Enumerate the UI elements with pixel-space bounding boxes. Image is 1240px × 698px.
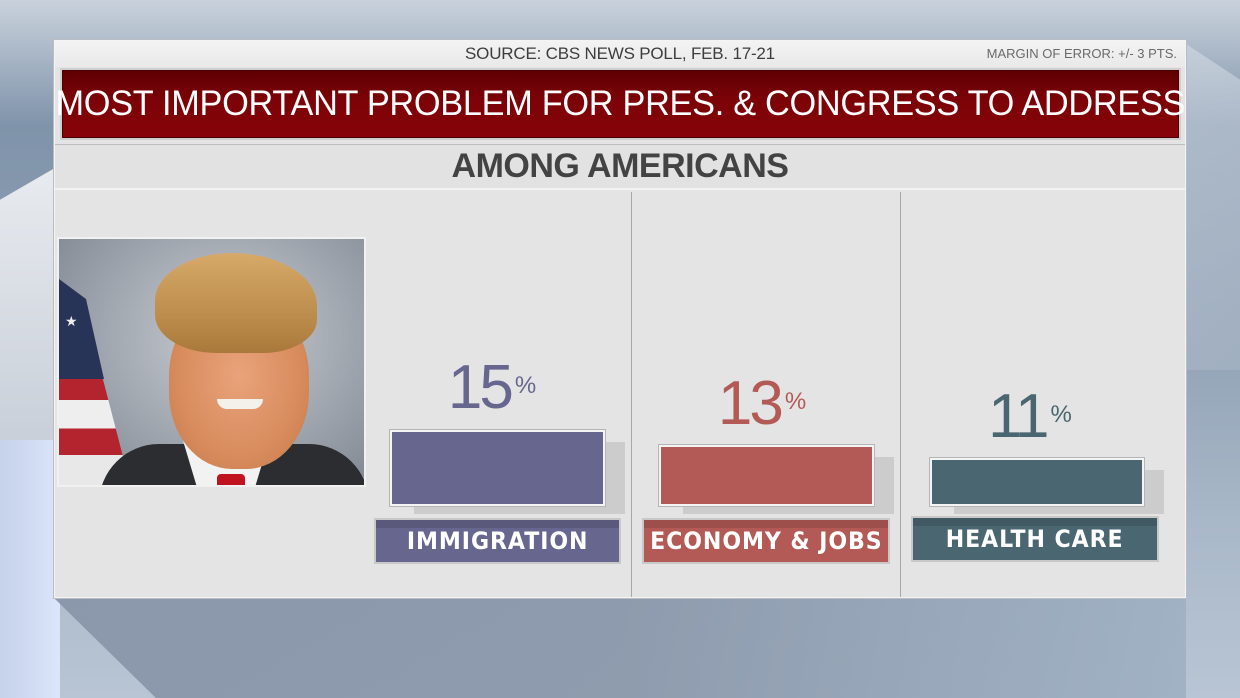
value-label: 15% [367,357,617,419]
value-label: 11% [905,386,1155,448]
bar-health-care [930,458,1144,506]
value-label: 13% [637,373,887,435]
source-text: SOURCE: CBS NEWS POLL, FEB. 17-21 [465,44,775,63]
column-divider [631,192,632,597]
background-glow [0,440,60,698]
value-unit: % [1050,401,1072,428]
smile [217,399,263,409]
portrait-photo: ★ [57,237,366,487]
hair [155,253,317,353]
panel-shadow [54,598,1186,698]
tie [217,474,245,485]
background-shape [0,165,60,455]
background-stripe [1180,40,1240,370]
source-row: SOURCE: CBS NEWS POLL, FEB. 17-21 MARGIN… [55,41,1185,67]
margin-of-error: MARGIN OF ERROR: +/- 3 PTS. [986,46,1177,61]
category-label-economy: ECONOMY & JOBS [642,518,890,564]
chart-subtitle: AMONG AMERICANS [451,147,789,185]
star-icon: ★ [65,314,78,330]
title-bar: MOST IMPORTANT PROBLEM FOR PRES. & CONGR… [56,68,1186,140]
value-number: 11 [988,382,1049,451]
bar-column-health-care: 11% HEALTH CARE [911,192,1161,597]
bar-immigration [390,430,605,506]
subtitle-row: AMONG AMERICANS [55,144,1185,190]
label-text: ECONOMY & JOBS [649,527,883,555]
chart-title: MOST IMPORTANT PROBLEM FOR PRES. & CONGR… [55,84,1186,123]
bar-economy [659,445,874,506]
column-divider [900,192,901,597]
category-label-health-care: HEALTH CARE [911,516,1159,562]
value-number: 13 [717,369,784,438]
label-text: HEALTH CARE [946,525,1124,553]
label-text: IMMIGRATION [406,527,589,555]
bar-column-immigration: 15% IMMIGRATION [373,192,623,597]
value-unit: % [784,388,807,415]
poll-graphic-panel: SOURCE: CBS NEWS POLL, FEB. 17-21 MARGIN… [54,40,1186,598]
category-label-immigration: IMMIGRATION [374,518,621,564]
bar-column-economy: 13% ECONOMY & JOBS [641,192,891,597]
value-number: 15 [447,353,514,422]
value-unit: % [514,372,537,399]
